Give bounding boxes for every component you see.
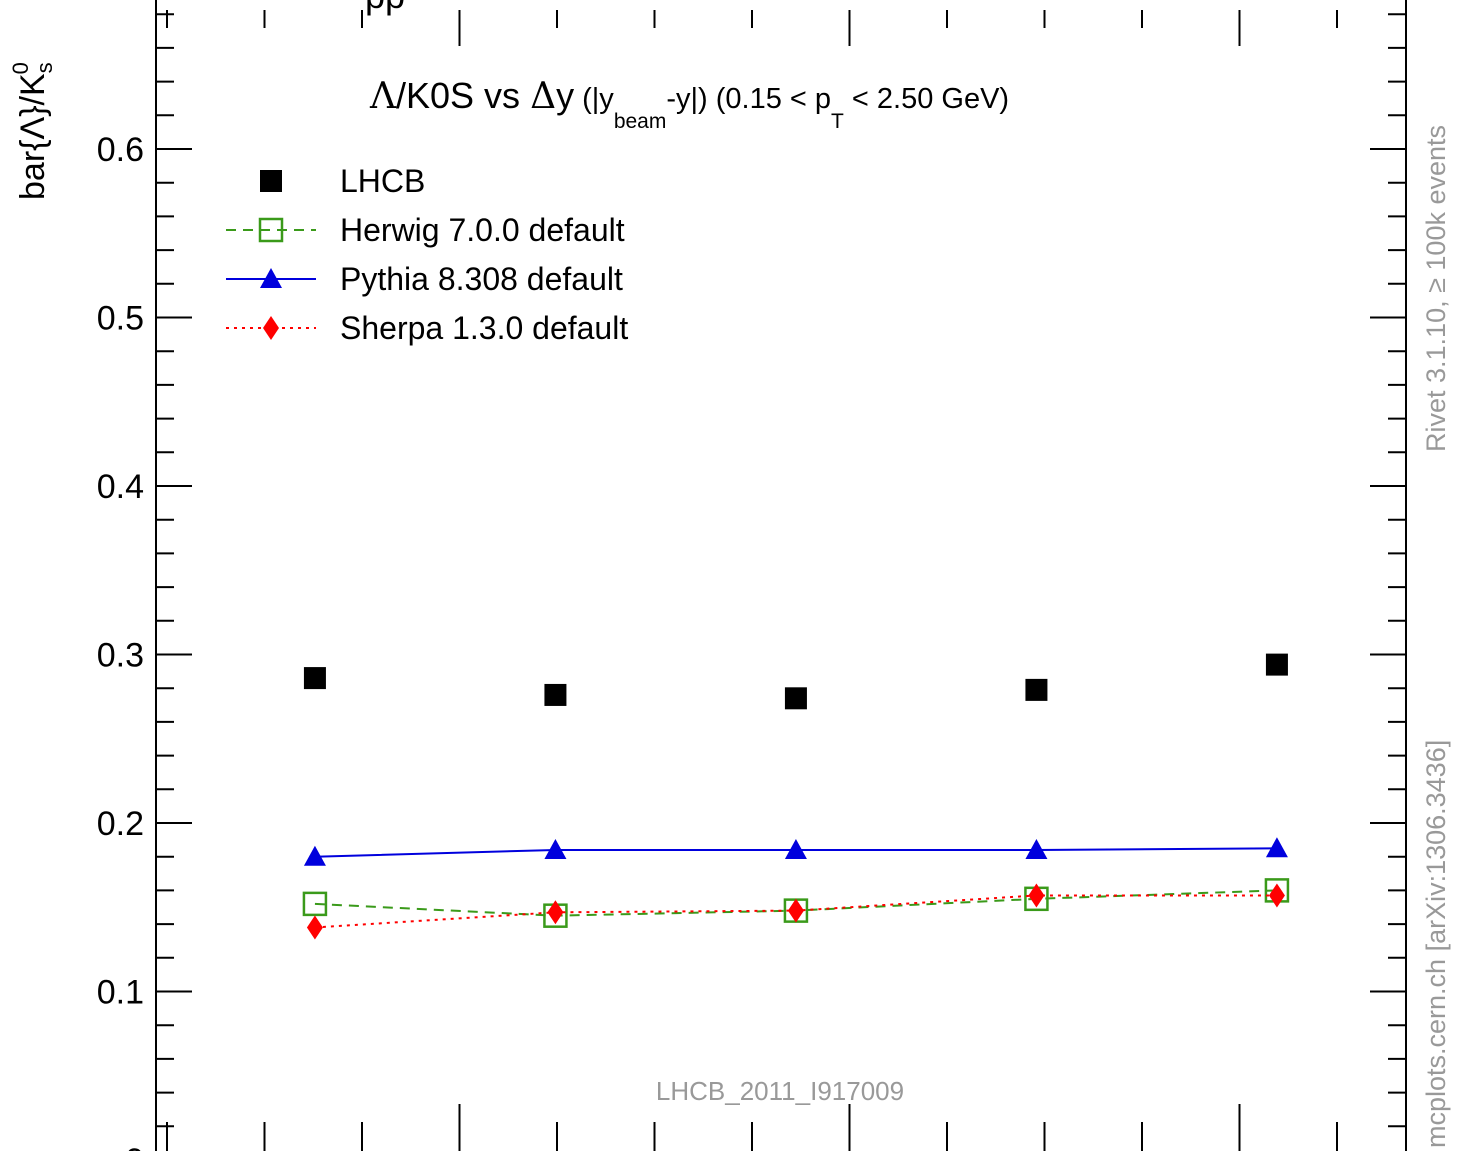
series-0 xyxy=(303,653,1288,710)
data-point xyxy=(1025,678,1048,701)
title-main: /K0S vs xyxy=(396,75,530,116)
data-point xyxy=(1268,883,1285,908)
title-y: y xyxy=(556,75,574,116)
series-layer xyxy=(302,653,1290,940)
top-partial-text: pp xyxy=(365,0,405,16)
side-text-rivet: Rivet 3.1.10, ≥ 100k events xyxy=(1421,125,1451,452)
data-point xyxy=(302,891,328,917)
data-point xyxy=(784,687,807,710)
data-point xyxy=(1028,883,1045,908)
legend-label: Herwig 7.0.0 default xyxy=(340,212,625,248)
series-2 xyxy=(303,837,1288,866)
legend-marker xyxy=(263,316,279,340)
title-paren-close: < 2.50 GeV) xyxy=(844,83,1009,115)
data-point xyxy=(306,915,323,940)
data-point xyxy=(1025,838,1048,859)
plot-border xyxy=(155,0,1407,1151)
title-prefix: Λ xyxy=(369,76,397,117)
legend-label: LHCB xyxy=(340,163,425,199)
y-tick-label: 0.3 xyxy=(97,637,144,675)
y-axis-label-main: bar{Λ}/K xyxy=(14,73,52,200)
side-text-mcplots: mcplots.cern.ch [arXiv:1306.3436] xyxy=(1421,740,1451,1148)
axis-ticks: 0 0.1 0.2 0.3 0.4 0.5 0.6 xyxy=(97,10,1406,1151)
title-delta: Δ xyxy=(530,76,556,117)
data-point xyxy=(1265,837,1288,858)
title-sub-beam: beam xyxy=(614,110,667,133)
title-paren-open: (|y xyxy=(574,83,614,115)
y-tick-label: 0.4 xyxy=(97,468,144,506)
chart-title: Λ/K0S vs Δy (|ybeam-y|) (0.15 < pT < 2.5… xyxy=(369,75,1009,133)
legend-label: Pythia 8.308 default xyxy=(340,261,623,297)
y-tick-label: 0.2 xyxy=(97,805,144,843)
data-point xyxy=(1265,653,1288,676)
data-point xyxy=(303,845,326,866)
data-point xyxy=(303,667,326,690)
legend-label: Sherpa 1.3.0 default xyxy=(340,310,628,346)
title-paren-mid: -y|) (0.15 < p xyxy=(666,83,831,115)
plot-frame xyxy=(155,0,1407,1151)
y-tick-label: 0 xyxy=(125,1142,144,1151)
y-tick-label: 0.5 xyxy=(97,300,144,338)
legend: LHCB Herwig 7.0.0 default Pythia 8.308 def… xyxy=(226,163,628,346)
data-point xyxy=(784,838,807,859)
title-sub-T: T xyxy=(831,110,844,133)
analysis-watermark: LHCB_2011_I917009 xyxy=(656,1076,904,1106)
y-axis-label-sup: 0 xyxy=(8,62,33,74)
legend-marker xyxy=(258,217,284,243)
legend-marker xyxy=(260,170,282,192)
data-point xyxy=(547,900,564,925)
y-tick-label: 0.6 xyxy=(97,131,144,169)
y-axis-label: bar{Λ}/Ks0 xyxy=(8,62,57,200)
series-3 xyxy=(306,883,1285,940)
y-axis-label-sub: s xyxy=(32,62,57,73)
data-point xyxy=(544,683,567,706)
legend-marker xyxy=(260,268,282,288)
y-tick-label: 0.1 xyxy=(97,974,144,1012)
data-point xyxy=(544,838,567,859)
data-point xyxy=(787,898,804,923)
